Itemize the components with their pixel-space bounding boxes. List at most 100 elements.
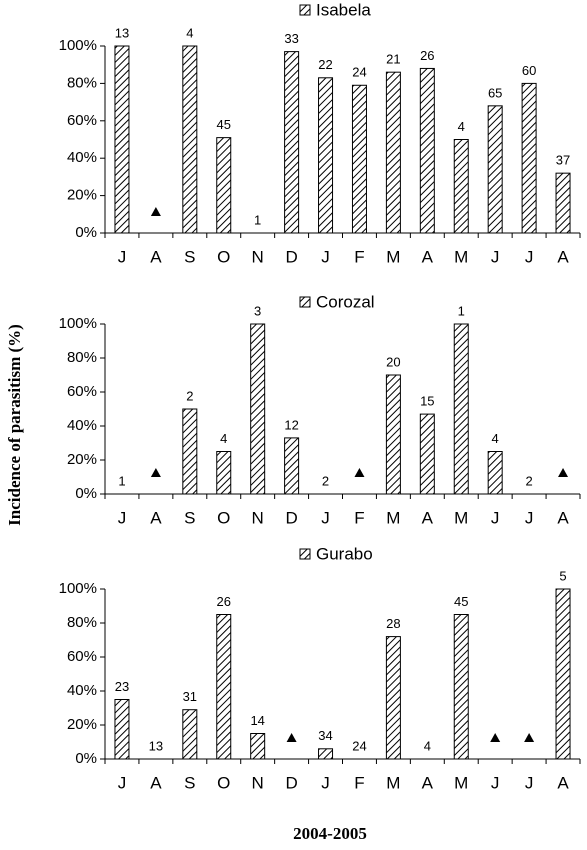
y-tick-label: 80%: [67, 614, 97, 631]
bar: [385, 636, 401, 760]
sample-size-label: 2: [525, 473, 532, 488]
x-tick-label: D: [285, 508, 297, 527]
y-tick-label: 20%: [67, 716, 97, 733]
sample-size-label: 1: [118, 473, 125, 488]
x-tick-label: A: [150, 247, 162, 266]
x-tick-label: D: [285, 247, 297, 266]
x-tick-label: J: [118, 508, 127, 527]
x-tick-label: M: [386, 247, 400, 266]
x-tick-label: A: [557, 508, 569, 527]
x-tick-label: A: [557, 247, 569, 266]
x-tick-label: N: [252, 508, 264, 527]
bar: [453, 614, 469, 760]
no-sample-marker: [286, 733, 297, 742]
bar: [284, 51, 300, 234]
x-tick-label: A: [422, 247, 434, 266]
sample-size-label: 4: [458, 119, 465, 134]
bar: [284, 437, 300, 495]
sample-size-label: 5: [559, 568, 566, 583]
sample-size-label: 26: [420, 48, 434, 63]
sample-size-label: 13: [149, 738, 163, 753]
x-tick-label: A: [150, 773, 162, 792]
sample-size-label: 4: [492, 431, 499, 446]
x-tick-label: J: [491, 508, 500, 527]
sample-size-label: 26: [217, 594, 231, 609]
bar: [114, 45, 130, 234]
sample-size-label: 1: [458, 303, 465, 318]
x-tick-label: S: [184, 773, 195, 792]
bar: [182, 45, 198, 234]
x-tick-label: O: [217, 508, 230, 527]
x-tick-label: F: [354, 247, 364, 266]
bar: [521, 82, 537, 234]
x-tick-label: F: [354, 773, 364, 792]
x-tick-label: N: [252, 773, 264, 792]
sample-size-label: 4: [220, 431, 227, 446]
x-tick-label: J: [118, 247, 127, 266]
x-tick-label: J: [491, 247, 500, 266]
no-sample-marker: [354, 468, 365, 477]
x-tick-label: M: [454, 247, 468, 266]
legend-swatch: [299, 548, 311, 560]
sample-size-label: 3: [254, 303, 261, 318]
sample-size-label: 34: [318, 728, 332, 743]
y-tick-label: 60%: [67, 112, 97, 129]
bar: [318, 77, 334, 234]
sample-size-label: 4: [186, 25, 193, 40]
y-tick-label: 80%: [67, 349, 97, 366]
bar: [487, 451, 503, 495]
x-tick-label: D: [285, 773, 297, 792]
x-tick-label: J: [525, 247, 534, 266]
legend-swatch: [299, 4, 311, 16]
y-axis-label: Incidence of parasitism (%): [5, 324, 24, 526]
y-tick-label: 0%: [75, 750, 97, 767]
y-tick-label: 0%: [75, 224, 97, 241]
y-tick-label: 40%: [67, 682, 97, 699]
sample-size-label: 2: [322, 473, 329, 488]
x-axis-label: 2004-2005: [293, 824, 367, 843]
y-tick-label: 40%: [67, 417, 97, 434]
sample-size-label: 14: [250, 713, 264, 728]
bar: [216, 451, 232, 495]
no-sample-marker: [150, 207, 161, 216]
y-tick-label: 60%: [67, 648, 97, 665]
no-sample-marker: [490, 733, 501, 742]
y-tick-label: 40%: [67, 149, 97, 166]
x-tick-label: O: [217, 247, 230, 266]
sample-size-label: 60: [522, 63, 536, 78]
sample-size-label: 28: [386, 616, 400, 631]
y-tick-label: 100%: [59, 580, 97, 597]
legend-label: Gurabo: [316, 544, 373, 563]
x-tick-label: N: [252, 247, 264, 266]
y-tick-label: 20%: [67, 451, 97, 468]
sample-size-label: 45: [217, 117, 231, 132]
sample-size-label: 4: [424, 738, 431, 753]
x-tick-label: A: [422, 508, 434, 527]
y-tick-label: 20%: [67, 187, 97, 204]
sample-size-label: 45: [454, 594, 468, 609]
no-sample-marker: [524, 733, 535, 742]
sample-size-label: 20: [386, 354, 400, 369]
legend-swatch: [299, 296, 311, 308]
x-tick-label: J: [525, 773, 534, 792]
x-tick-label: M: [386, 773, 400, 792]
x-tick-label: J: [491, 773, 500, 792]
bar: [555, 588, 571, 760]
x-tick-label: J: [525, 508, 534, 527]
y-tick-label: 60%: [67, 383, 97, 400]
bar: [182, 408, 198, 495]
x-tick-label: O: [217, 773, 230, 792]
x-tick-label: M: [454, 773, 468, 792]
x-tick-label: J: [321, 247, 330, 266]
sample-size-label: 65: [488, 85, 502, 100]
x-tick-label: A: [150, 508, 162, 527]
bar: [250, 323, 266, 495]
bar: [216, 614, 232, 760]
sample-size-label: 13: [115, 25, 129, 40]
sample-size-label: 12: [284, 417, 298, 432]
x-tick-label: J: [321, 508, 330, 527]
bar: [453, 323, 469, 495]
bar: [419, 413, 435, 495]
no-sample-marker: [150, 468, 161, 477]
